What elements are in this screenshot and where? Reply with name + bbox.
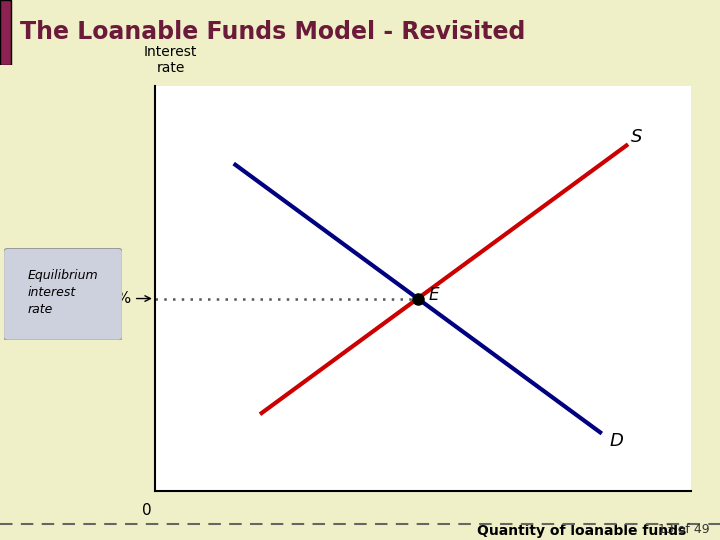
FancyBboxPatch shape	[4, 248, 122, 340]
Text: 13 of 49: 13 of 49	[657, 523, 709, 536]
FancyBboxPatch shape	[0, 0, 11, 65]
Text: D: D	[610, 432, 624, 450]
Text: 0: 0	[142, 503, 152, 518]
Text: Equilibrium
interest
rate: Equilibrium interest rate	[27, 269, 99, 316]
Text: 4%: 4%	[107, 291, 131, 306]
Text: S: S	[631, 127, 642, 146]
Text: E: E	[428, 286, 438, 303]
Text: The Loanable Funds Model - Revisited: The Loanable Funds Model - Revisited	[20, 21, 526, 44]
Text: Quantity of loanable funds: Quantity of loanable funds	[477, 524, 686, 538]
Text: Interest
rate: Interest rate	[144, 45, 197, 75]
